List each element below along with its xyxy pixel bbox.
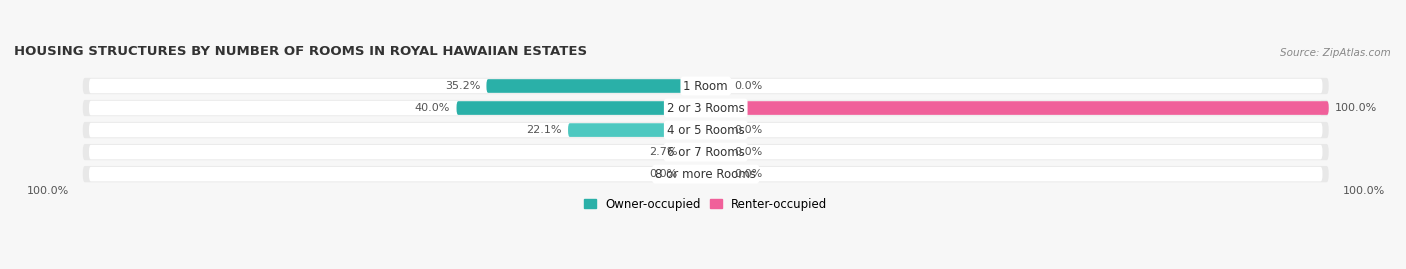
FancyBboxPatch shape: [568, 123, 706, 137]
Legend: Owner-occupied, Renter-occupied: Owner-occupied, Renter-occupied: [579, 193, 832, 215]
Text: 22.1%: 22.1%: [526, 125, 562, 135]
Text: 4 or 5 Rooms: 4 or 5 Rooms: [666, 123, 745, 137]
Text: 40.0%: 40.0%: [415, 103, 450, 113]
FancyBboxPatch shape: [89, 123, 1323, 137]
FancyBboxPatch shape: [706, 123, 727, 137]
FancyBboxPatch shape: [457, 101, 706, 115]
Text: 0.0%: 0.0%: [734, 81, 762, 91]
FancyBboxPatch shape: [683, 167, 706, 181]
FancyBboxPatch shape: [83, 78, 1329, 94]
Text: HOUSING STRUCTURES BY NUMBER OF ROOMS IN ROYAL HAWAIIAN ESTATES: HOUSING STRUCTURES BY NUMBER OF ROOMS IN…: [14, 45, 586, 58]
Text: 100.0%: 100.0%: [27, 186, 69, 196]
Text: 100.0%: 100.0%: [1343, 186, 1385, 196]
FancyBboxPatch shape: [486, 79, 706, 93]
FancyBboxPatch shape: [89, 101, 1323, 115]
FancyBboxPatch shape: [706, 145, 727, 159]
FancyBboxPatch shape: [83, 100, 1329, 116]
FancyBboxPatch shape: [683, 145, 706, 159]
Text: 2 or 3 Rooms: 2 or 3 Rooms: [666, 101, 745, 115]
FancyBboxPatch shape: [89, 145, 1323, 159]
Text: 1 Room: 1 Room: [683, 80, 728, 93]
Text: 100.0%: 100.0%: [1334, 103, 1378, 113]
Text: Source: ZipAtlas.com: Source: ZipAtlas.com: [1281, 48, 1391, 58]
FancyBboxPatch shape: [89, 79, 1323, 93]
FancyBboxPatch shape: [706, 79, 727, 93]
Text: 0.0%: 0.0%: [650, 169, 678, 179]
FancyBboxPatch shape: [706, 101, 1329, 115]
FancyBboxPatch shape: [83, 144, 1329, 160]
Text: 0.0%: 0.0%: [734, 147, 762, 157]
Text: 6 or 7 Rooms: 6 or 7 Rooms: [666, 146, 745, 159]
FancyBboxPatch shape: [706, 167, 727, 181]
FancyBboxPatch shape: [83, 122, 1329, 138]
Text: 8 or more Rooms: 8 or more Rooms: [655, 168, 756, 181]
FancyBboxPatch shape: [83, 166, 1329, 182]
FancyBboxPatch shape: [89, 167, 1323, 181]
Text: 35.2%: 35.2%: [444, 81, 481, 91]
Text: 0.0%: 0.0%: [734, 169, 762, 179]
Text: 0.0%: 0.0%: [734, 125, 762, 135]
Text: 2.7%: 2.7%: [650, 147, 678, 157]
